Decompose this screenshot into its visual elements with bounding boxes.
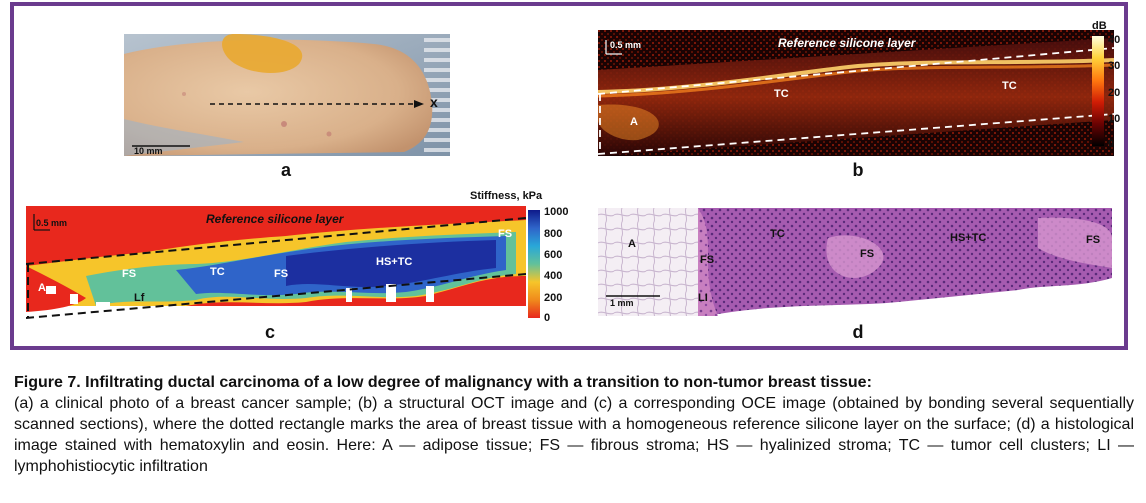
panel-d-histology: 1 mm A FS LI TC FS HS+TC FS bbox=[598, 208, 1112, 316]
panel-d-sublabel: d bbox=[852, 322, 864, 342]
figure-caption: Figure 7. Infiltrating ductal carcinoma … bbox=[14, 372, 1134, 477]
histology-image bbox=[598, 208, 1112, 316]
panel-c-colorbar-tick-400: 400 bbox=[544, 270, 563, 282]
panel-d-region-fs-1: FS bbox=[700, 254, 715, 266]
panel-c-colorbar-tick-1000: 1000 bbox=[544, 206, 569, 218]
panel-c-region-fs-3: FS bbox=[498, 228, 513, 240]
panel-a-photo: x 10 mm bbox=[124, 34, 450, 156]
panel-c-region-a: A bbox=[38, 282, 46, 294]
oct-image bbox=[598, 30, 1114, 156]
panel-c-region-lf: Lf bbox=[134, 292, 145, 304]
oce-stiffness-map bbox=[26, 206, 526, 322]
panel-c-colorbar-tick-0: 0 bbox=[544, 312, 551, 324]
panel-b-colorbar-tick-30: 30 bbox=[1108, 60, 1121, 72]
panel-b-region-tc-2: TC bbox=[1002, 80, 1017, 92]
caption-body: (a) a clinical photo of a breast cancer … bbox=[14, 395, 1134, 475]
caption-title: Figure 7. Infiltrating ductal carcinoma … bbox=[14, 374, 872, 391]
panel-b-colorbar-tick-20: 20 bbox=[1108, 87, 1121, 99]
panel-c-region-fs-2: FS bbox=[274, 268, 289, 280]
panel-a-scale-label: 10 mm bbox=[134, 146, 163, 156]
panel-b-region-tc-1: TC bbox=[774, 88, 789, 100]
panel-d-region-hs-tc: HS+TC bbox=[950, 232, 987, 244]
panel-d-region-tc: TC bbox=[770, 228, 785, 240]
panel-b-colorbar bbox=[1092, 36, 1104, 146]
panel-c-colorbar-tick-600: 600 bbox=[544, 249, 563, 261]
panel-c-scale-label: 0.5 mm bbox=[36, 218, 68, 228]
panel-d-region-a: A bbox=[628, 238, 636, 250]
panel-c-region-hs-tc: HS+TC bbox=[376, 256, 413, 268]
clinical-photo-image bbox=[124, 34, 450, 156]
panel-a-axis-label: x bbox=[430, 94, 438, 110]
panel-b-colorbar-unit: dB bbox=[1092, 20, 1107, 32]
panel-c-colorbar-unit: Stiffness, kPa bbox=[470, 190, 543, 202]
panel-b-sublabel: b bbox=[852, 160, 864, 180]
panel-a-sublabel: a bbox=[280, 160, 291, 180]
panel-c-reference-label: Reference silicone layer bbox=[206, 212, 344, 226]
panel-d-region-li: LI bbox=[698, 292, 708, 304]
panel-b-reference-label: Reference silicone layer bbox=[778, 36, 916, 50]
panel-b-region-a: A bbox=[630, 116, 638, 128]
panel-c-sublabel: c bbox=[264, 322, 275, 342]
panel-c-colorbar-tick-800: 800 bbox=[544, 228, 563, 240]
panel-b-colorbar-tick-10: 10 bbox=[1108, 113, 1121, 125]
panel-c-region-fs-1: FS bbox=[122, 268, 137, 280]
panel-b-scale-label: 0.5 mm bbox=[610, 40, 642, 50]
panel-b-colorbar-tick-0: 0 bbox=[1108, 138, 1115, 150]
panel-d-scale-label: 1 mm bbox=[610, 298, 634, 308]
panel-b-colorbar-tick-40: 40 bbox=[1108, 34, 1121, 46]
panel-c-colorbar bbox=[528, 210, 540, 318]
panel-d-region-fs-2: FS bbox=[860, 248, 875, 260]
panel-c-region-tc: TC bbox=[210, 266, 225, 278]
panel-d-region-fs-3: FS bbox=[1086, 234, 1101, 246]
panel-b-oct: 0.5 mm Reference silicone layer TC TC A bbox=[598, 30, 1114, 156]
panel-c-colorbar-tick-200: 200 bbox=[544, 292, 563, 304]
panel-c-oce: 0.5 mm Reference silicone layer A FS Lf … bbox=[26, 206, 526, 322]
